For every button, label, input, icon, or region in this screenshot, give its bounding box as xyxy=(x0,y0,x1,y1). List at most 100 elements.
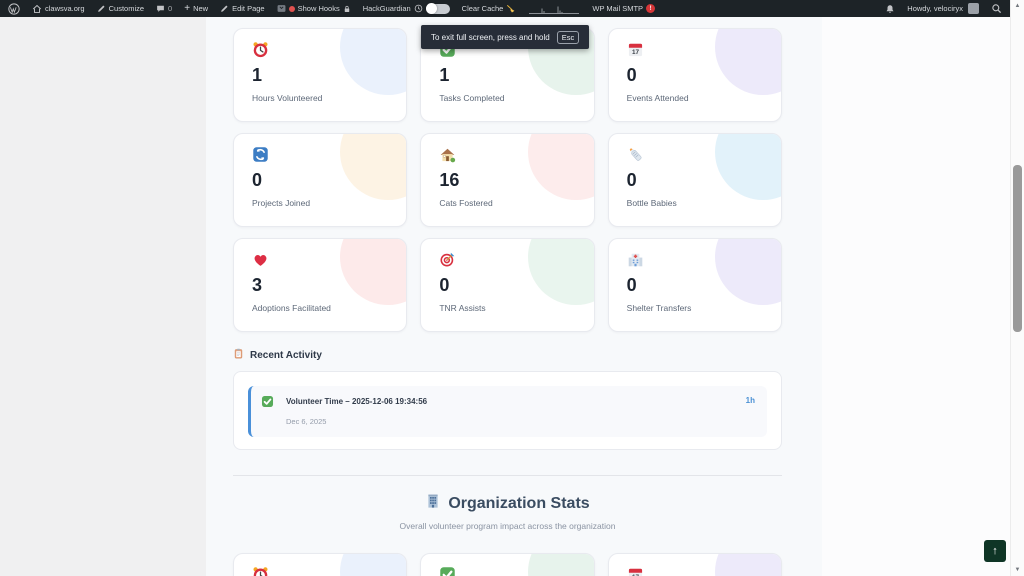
arrow-up-icon: ↑ xyxy=(992,545,998,557)
activity-date: Dec 6, 2025 xyxy=(286,417,327,426)
activity-card: Volunteer Time – 2025-12-06 19:34:56 1h … xyxy=(233,371,782,450)
scrollbar-up-icon[interactable]: ▲ xyxy=(1014,3,1021,9)
org-stats-title: Organization Stats xyxy=(448,494,590,512)
svg-text:17: 17 xyxy=(632,49,640,56)
broom-icon xyxy=(506,4,516,14)
stat-card: 16 Cats Fostered xyxy=(420,133,595,227)
home-icon xyxy=(32,4,42,14)
calendar-icon: 17 xyxy=(627,566,644,576)
stat-value: 1 xyxy=(439,65,450,85)
calendar-icon: 17 xyxy=(627,41,644,58)
new-content-menu[interactable]: + New xyxy=(178,0,214,17)
stat-value: 0 xyxy=(439,275,450,295)
hackguardian-menu[interactable]: HackGuardian xyxy=(357,0,456,17)
alarm-clock-icon xyxy=(252,41,269,58)
stat-value: 3 xyxy=(252,275,263,295)
show-hooks-label: Show Hooks xyxy=(297,4,340,13)
stat-value: 1 xyxy=(252,65,263,85)
stat-label: Cats Fostered xyxy=(439,198,493,208)
wp-logo-menu[interactable] xyxy=(2,0,26,17)
office-building-icon xyxy=(425,493,441,514)
plugin-icon xyxy=(277,4,286,13)
stat-label: Shelter Transfers xyxy=(626,303,692,313)
stat-card: 17 0 Events Attended xyxy=(607,28,782,122)
scrollbar-thumb[interactable] xyxy=(1013,165,1022,332)
stat-label: Events Attended xyxy=(626,93,689,103)
alarm-clock-icon xyxy=(252,566,269,576)
dashboard-content: 1 Hours Volunteered 1 Tasks Completed 17 0 Eve… xyxy=(233,28,782,576)
esc-key-badge: Esc xyxy=(556,30,580,44)
card-decoration xyxy=(340,239,407,305)
card-decoration xyxy=(527,134,594,200)
show-hooks-menu[interactable]: Show Hooks xyxy=(271,0,357,17)
customize-menu[interactable]: Customize xyxy=(91,0,150,17)
org-stats-grid: 17 xyxy=(233,553,782,576)
wp-mail-smtp-label: WP Mail SMTP xyxy=(592,4,644,13)
pencil-icon xyxy=(97,4,106,13)
card-decoration xyxy=(714,134,781,200)
check-icon xyxy=(261,395,274,408)
wp-mail-smtp-menu[interactable]: WP Mail SMTP ! xyxy=(586,0,661,17)
clear-cache-menu[interactable]: Clear Cache xyxy=(456,0,523,17)
stat-label: Hours Volunteered xyxy=(252,93,323,103)
card-decoration xyxy=(527,554,594,576)
stat-value: 0 xyxy=(626,275,637,295)
scroll-to-top-button[interactable]: ↑ xyxy=(984,540,1006,562)
refresh-icon xyxy=(252,146,269,163)
card-decoration xyxy=(714,29,781,95)
stat-card: 0 Projects Joined xyxy=(233,133,408,227)
comments-menu[interactable]: 0 xyxy=(150,0,178,17)
recent-activity-heading: Recent Activity xyxy=(233,348,782,362)
hackguardian-toggle[interactable] xyxy=(425,3,450,14)
wordpress-logo-icon xyxy=(8,2,20,15)
card-decoration xyxy=(340,29,407,95)
clear-cache-label: Clear Cache xyxy=(461,4,504,13)
browser-scrollbar: ▲ ▼ xyxy=(1010,0,1024,576)
edit-page-menu[interactable]: Edit Page xyxy=(214,0,271,17)
stat-card xyxy=(233,553,408,576)
heart-icon xyxy=(252,251,269,268)
bell-icon xyxy=(885,4,895,14)
site-name: clawsva.org xyxy=(45,4,85,13)
stat-card xyxy=(420,553,595,576)
stats-grid: 1 Hours Volunteered 1 Tasks Completed 17 0 Eve… xyxy=(233,28,782,332)
stat-card: 1 Hours Volunteered xyxy=(233,28,408,122)
house-icon xyxy=(439,146,456,163)
stat-label: Bottle Babies xyxy=(626,198,677,208)
notifications-menu[interactable] xyxy=(879,0,901,17)
search-icon xyxy=(991,3,1002,14)
customize-label: Customize xyxy=(108,4,145,13)
stat-value: 0 xyxy=(252,170,263,190)
performance-sparkline xyxy=(522,0,586,17)
stat-label: Projects Joined xyxy=(252,198,311,208)
status-dot-icon xyxy=(288,5,295,12)
bottle-icon xyxy=(627,146,644,163)
org-stats-subtitle: Overall volunteer program impact across … xyxy=(399,521,616,531)
notification-badge: ! xyxy=(646,4,656,13)
toggle-knob xyxy=(425,3,437,14)
stat-card: 0 TNR Assists xyxy=(420,238,595,332)
search-menu[interactable] xyxy=(985,0,1008,17)
stat-card: 0 Shelter Transfers xyxy=(607,238,782,332)
new-label: New xyxy=(193,4,209,13)
activity-title: Volunteer Time – 2025-12-06 19:34:56 xyxy=(286,397,428,406)
org-stats-title-row: Organization Stats xyxy=(425,493,590,514)
avatar xyxy=(968,3,979,14)
activity-duration: 1h xyxy=(745,396,755,405)
card-decoration xyxy=(340,134,407,200)
comment-icon xyxy=(156,4,165,13)
scrollbar-down-icon[interactable]: ▼ xyxy=(1014,567,1021,573)
stat-label: Adoptions Facilitated xyxy=(252,303,331,313)
hackguardian-label: HackGuardian xyxy=(362,4,411,13)
card-decoration xyxy=(714,239,781,305)
recent-activity-title: Recent Activity xyxy=(250,349,322,361)
tooltip-text: To exit full screen, press and hold xyxy=(431,32,550,42)
stat-card: 0 Bottle Babies xyxy=(607,133,782,227)
stat-card: 3 Adoptions Facilitated xyxy=(233,238,408,332)
stat-label: TNR Assists xyxy=(439,303,486,313)
org-stats-header: Organization Stats Overall volunteer pro… xyxy=(233,493,782,532)
lock-icon xyxy=(343,5,351,13)
card-decoration xyxy=(714,554,781,576)
account-menu[interactable]: Howdy, velociryx xyxy=(901,0,985,17)
site-menu[interactable]: clawsva.org xyxy=(26,0,91,17)
